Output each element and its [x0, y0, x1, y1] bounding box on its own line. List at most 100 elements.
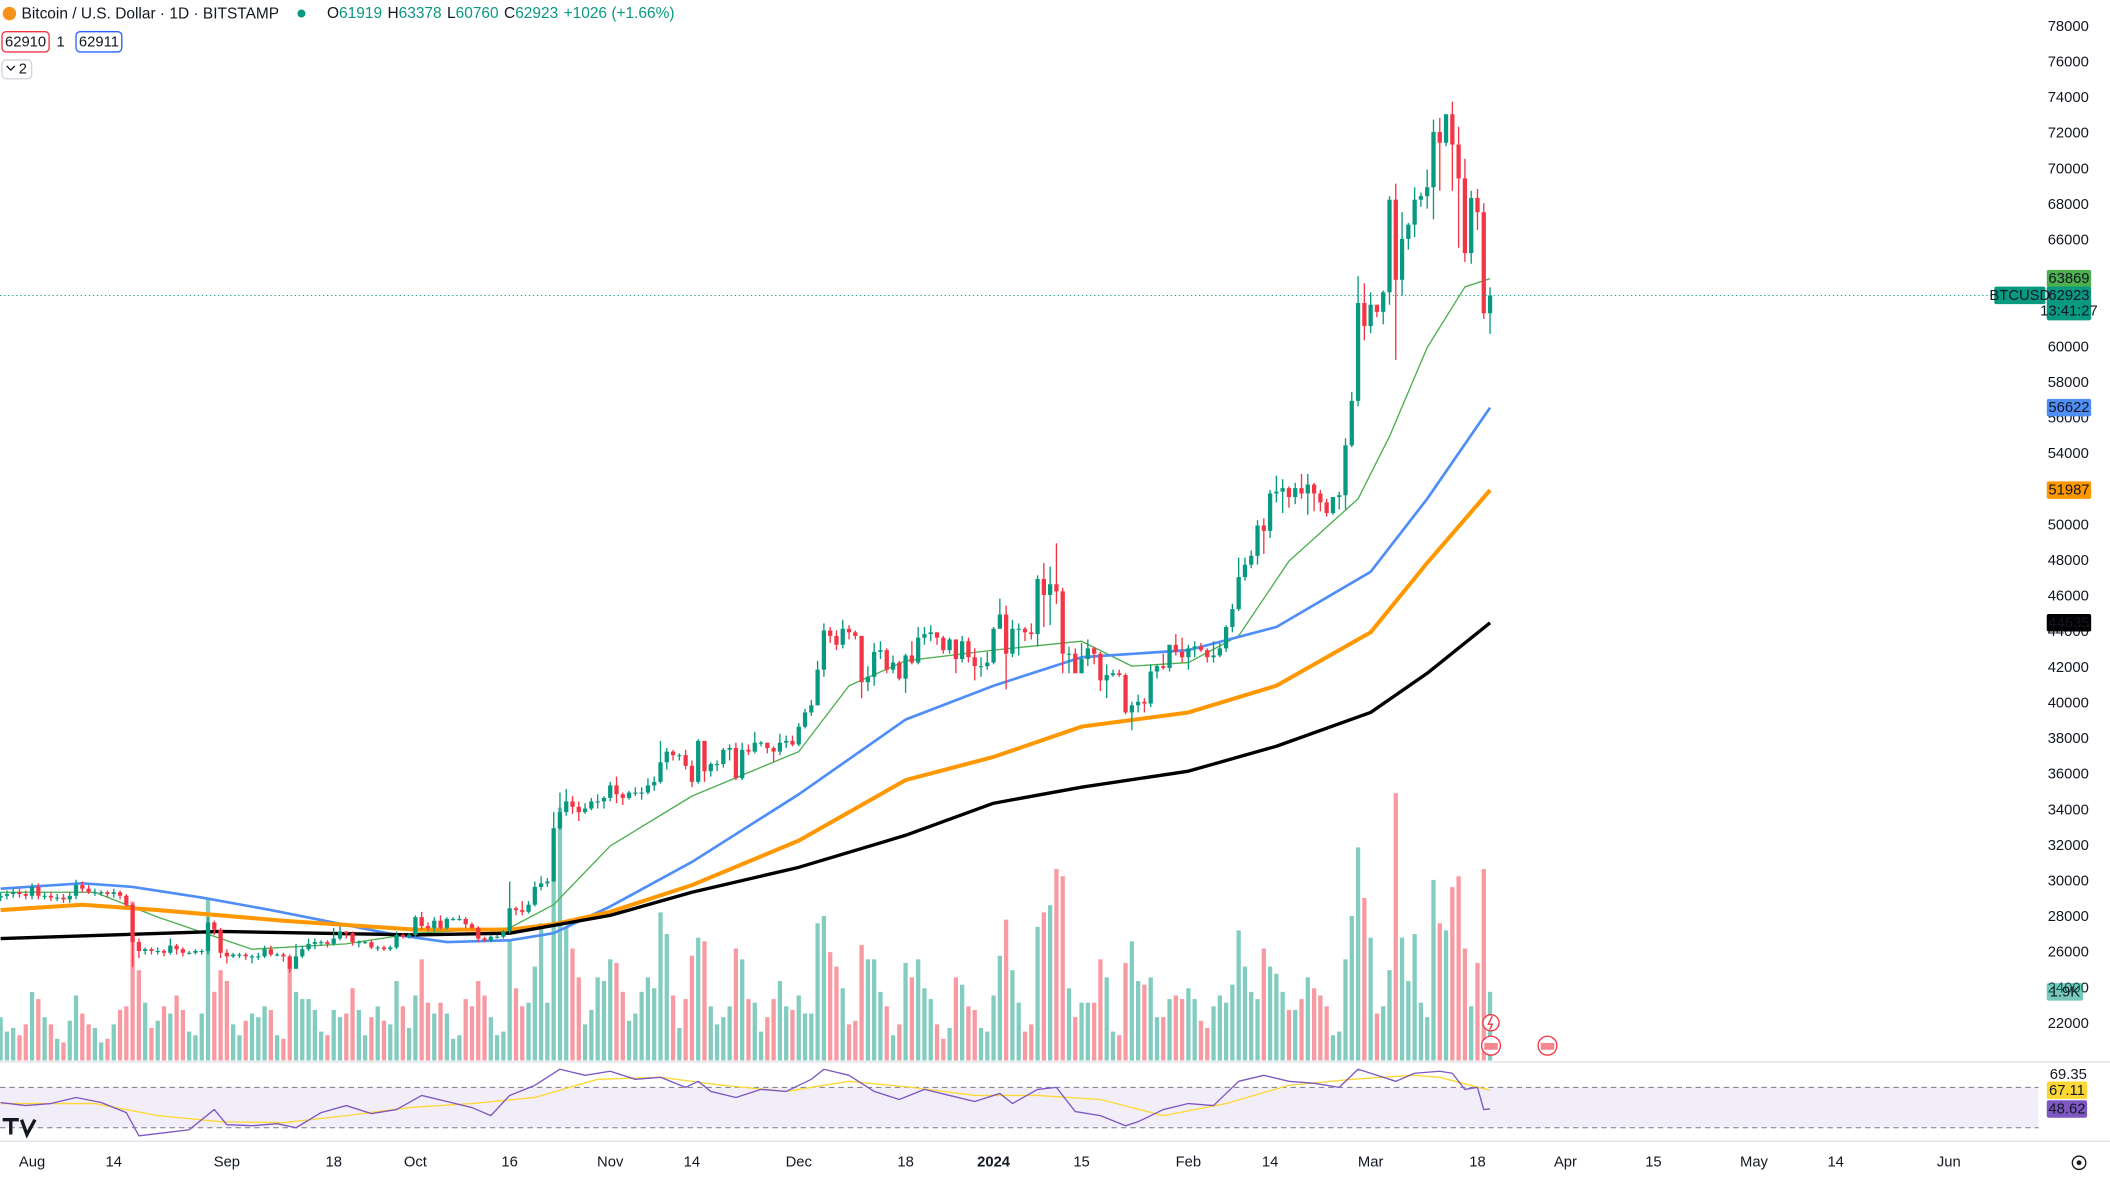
- volume-bar: [909, 977, 915, 1061]
- y-tick-label: 26000: [2048, 945, 2089, 961]
- volume-bar: [1456, 876, 1461, 1061]
- volume-bar: [1079, 1002, 1084, 1061]
- volume-bar: [1066, 988, 1072, 1061]
- y-tick-label: 38000: [2048, 731, 2089, 747]
- candle-body: [205, 922, 211, 951]
- x-tick-label: 14: [1827, 1155, 1843, 1171]
- chart-title[interactable]: Bitcoin / U.S. Dollar · 1D · BITSTAMP: [22, 5, 280, 22]
- y-tick-label: 42000: [2048, 660, 2089, 676]
- volume-tag-bg: [2046, 983, 2084, 1001]
- candle-body: [1431, 132, 1436, 188]
- volume-bar: [450, 1038, 456, 1061]
- candle-body: [1211, 655, 1216, 658]
- volume-bar: [369, 1017, 374, 1061]
- settings-icon[interactable]: [2071, 1155, 2087, 1171]
- candle-body: [482, 938, 487, 941]
- volume-bar: [601, 981, 607, 1061]
- candle-body: [300, 949, 305, 957]
- candle-body: [551, 828, 556, 882]
- candle-body: [457, 918, 462, 921]
- candle-body: [922, 634, 927, 638]
- candle-body: [312, 942, 317, 944]
- candle-body: [1337, 495, 1342, 498]
- volume-bar: [815, 923, 820, 1061]
- candle-body: [997, 614, 1002, 629]
- candle-body: [306, 943, 311, 950]
- volume-bar: [1437, 923, 1442, 1061]
- volume-bar: [155, 1020, 160, 1061]
- volume-bar: [1205, 1027, 1210, 1061]
- volume-bar: [626, 1020, 632, 1061]
- volume-bar: [960, 984, 965, 1061]
- tradingview-logo[interactable]: [2, 1118, 37, 1139]
- candle-body: [438, 920, 443, 928]
- volume-bar: [1481, 869, 1486, 1061]
- volume-bar: [658, 912, 663, 1061]
- x-tick-label: 15: [1073, 1155, 1089, 1171]
- candle-body: [1261, 525, 1266, 531]
- indicators-toggle[interactable]: [1, 59, 33, 80]
- volume-bar: [872, 959, 877, 1061]
- candle-body: [1443, 114, 1449, 143]
- candle-body: [677, 755, 682, 757]
- candle-body: [884, 650, 889, 670]
- candle-body: [966, 641, 971, 658]
- candle-body: [727, 748, 732, 750]
- volume-bar: [199, 1013, 204, 1061]
- volume-bar: [381, 1020, 387, 1061]
- candle-body: [1066, 653, 1072, 655]
- volume-bar: [802, 1013, 808, 1061]
- volume-bar: [614, 962, 619, 1061]
- y-tick-label: 46000: [2048, 589, 2089, 605]
- volume-bar: [1450, 887, 1455, 1061]
- sell-button[interactable]: [1, 31, 50, 53]
- moving-average: [0, 488, 1492, 932]
- candle-body: [985, 662, 990, 667]
- volume-bar: [73, 995, 79, 1061]
- volume-bar: [821, 916, 827, 1061]
- candle-body: [746, 749, 751, 752]
- candle-body: [149, 949, 154, 951]
- volume-bar: [99, 1042, 104, 1061]
- candle-body: [331, 938, 336, 944]
- volume-bar: [501, 1031, 506, 1061]
- indicator-count[interactable]: 2: [19, 61, 27, 77]
- volume-bar: [457, 1035, 462, 1061]
- volume-bar: [268, 1009, 273, 1061]
- ask-price[interactable]: 62911: [79, 34, 119, 50]
- x-tick-label: 14: [1262, 1155, 1278, 1171]
- volume-bar: [293, 991, 299, 1061]
- candle-body: [1462, 178, 1468, 254]
- volume-bar: [865, 959, 871, 1061]
- volume-bar: [1091, 1002, 1097, 1061]
- volume-bar: [432, 1013, 437, 1061]
- buy-button[interactable]: [75, 31, 123, 53]
- bid-price[interactable]: 62910: [5, 34, 46, 50]
- x-tick-label: Feb: [1176, 1155, 1202, 1171]
- candle-body: [36, 886, 41, 896]
- volume-bar: [1393, 793, 1398, 1061]
- candle-body: [388, 947, 393, 950]
- y-tick-label: 28000: [2048, 909, 2089, 925]
- volume-bar: [1293, 1009, 1298, 1061]
- y-tick-label: 22000: [2048, 1016, 2089, 1032]
- candle-body: [1475, 197, 1480, 213]
- candle-body: [425, 926, 431, 928]
- candle-body: [846, 628, 852, 633]
- x-tick-label: Sep: [214, 1155, 240, 1171]
- volume-bar: [589, 1009, 594, 1061]
- candle-body: [174, 945, 179, 950]
- candle-body: [557, 812, 563, 829]
- candle-body: [394, 934, 399, 948]
- candle-body: [978, 666, 984, 668]
- volume-bar: [1299, 999, 1304, 1061]
- volume-bar: [224, 981, 230, 1061]
- flag-icon: [1484, 1042, 1498, 1050]
- event-icon[interactable]: [1482, 1014, 1500, 1032]
- volume-bar: [947, 1027, 952, 1061]
- candle-body: [758, 742, 764, 744]
- candle-body: [689, 765, 695, 782]
- candle-body: [1349, 400, 1354, 446]
- volume-bar: [1355, 847, 1361, 1061]
- candle-body: [872, 651, 877, 677]
